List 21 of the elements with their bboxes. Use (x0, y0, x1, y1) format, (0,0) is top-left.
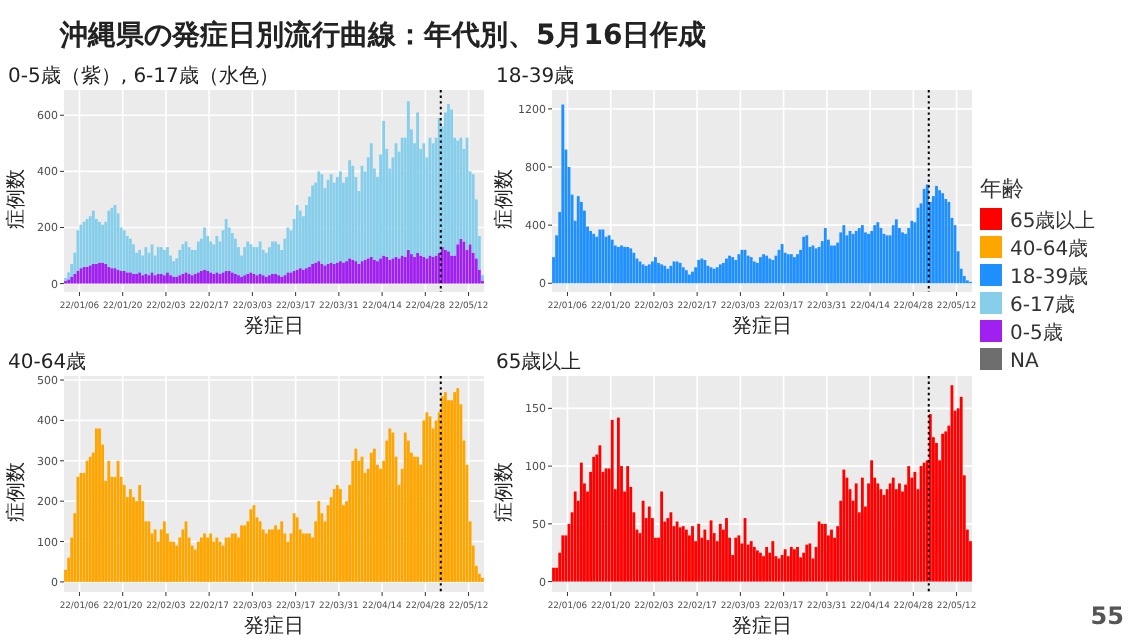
legend-label: 40-64歳 (1010, 237, 1089, 261)
y-axis-title: 症例数 (492, 169, 516, 229)
legend-label: 65歳以上 (1010, 209, 1096, 233)
y-axis-title: 症例数 (4, 462, 28, 522)
chart-title: 18-39歳 (496, 64, 575, 88)
x-axis-title: 発症日 (732, 314, 792, 338)
y-axis-title: 症例数 (4, 169, 28, 229)
legend-label: 18-39歳 (1010, 265, 1089, 289)
text: 沖縄県の発症日別流行曲線：年代別、5月16日作成 (58, 18, 707, 52)
chart-title: 65歳以上 (496, 350, 582, 374)
legend-label: 6-17歳 (1010, 293, 1076, 317)
text: 55 (1090, 602, 1124, 630)
legend-label: NA (1010, 351, 1039, 373)
x-axis-title: 発症日 (732, 614, 792, 638)
legend-label: 0-5歳 (1010, 321, 1063, 345)
legend-title: 年齢 (980, 176, 1024, 202)
y-axis-title: 症例数 (492, 462, 516, 522)
chart-title: 40-64歳 (8, 350, 87, 374)
x-axis-title: 発症日 (244, 614, 304, 638)
chart-title: 0-5歳（紫）, 6-17歳（水色） (8, 64, 279, 88)
x-axis-title: 発症日 (244, 314, 304, 338)
